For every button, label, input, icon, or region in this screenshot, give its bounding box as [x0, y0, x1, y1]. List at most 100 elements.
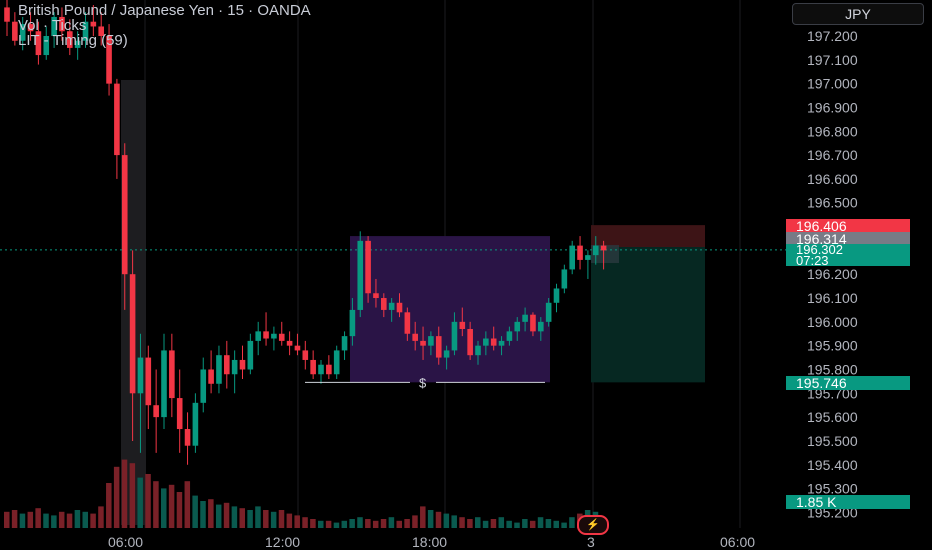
volume-bar: [223, 502, 230, 528]
candle: [184, 412, 191, 465]
candle: [278, 321, 285, 346]
price-tick-label: 196.200: [807, 266, 858, 282]
candle: [396, 293, 403, 318]
volume-bar: [153, 481, 159, 528]
volume-bar: [325, 520, 332, 528]
volume-bar: [498, 517, 505, 528]
candle: [176, 369, 183, 453]
candle: [200, 357, 207, 413]
volume-bar: [90, 513, 96, 528]
volume-bar: [192, 495, 198, 528]
candle: [192, 393, 199, 453]
volume-bar: [66, 513, 73, 528]
currency-button[interactable]: JPY: [792, 3, 924, 25]
candle: [169, 333, 175, 418]
time-label-0600-next: 06:00: [720, 534, 756, 550]
candle: [451, 312, 458, 356]
volume-bar: [176, 492, 183, 528]
volume-bar: [482, 520, 489, 528]
volume-bar: [286, 513, 293, 528]
candle: [545, 298, 552, 327]
volume-bar: [43, 513, 49, 528]
volume-bar: [435, 511, 442, 528]
price-tick-label: 196.000: [807, 314, 858, 330]
candle: [74, 31, 81, 60]
volume-bar: [545, 519, 552, 528]
volume-bar: [412, 515, 418, 528]
volume-bar: [451, 515, 457, 528]
candle: [435, 326, 442, 365]
candle: [231, 350, 238, 394]
volume-bar: [420, 506, 426, 528]
price-tick-label: 196.700: [807, 147, 858, 163]
candle: [271, 326, 277, 351]
volume-tag: 1.85 K: [786, 495, 910, 509]
candle: [4, 0, 10, 36]
volume-bar: [168, 484, 175, 528]
candle: [318, 359, 324, 384]
volume-legend[interactable]: Vol · Ticks: [18, 17, 87, 34]
candle: [467, 321, 473, 360]
candle: [577, 236, 583, 270]
volume-bar: [459, 517, 465, 528]
candle: [404, 307, 411, 341]
candle: [208, 350, 214, 394]
candle: [459, 307, 466, 337]
candle: [19, 16, 26, 51]
volume-bar: [161, 488, 167, 528]
candle: [561, 264, 568, 294]
candle: [373, 278, 379, 308]
volume-bar: [357, 517, 363, 528]
volume-bar: [490, 519, 497, 528]
candle: [137, 333, 144, 453]
price-tick-label: 196.600: [807, 171, 858, 187]
volume-bar: [506, 520, 512, 528]
volume-bar: [333, 522, 340, 528]
volume-bar: [278, 510, 285, 528]
volume-bar: [467, 519, 473, 528]
volume-bar: [106, 483, 112, 528]
volume-bar: [74, 510, 81, 528]
range-box[interactable]: [350, 236, 550, 383]
candle: [216, 345, 222, 394]
candle: [420, 326, 426, 360]
candle: [412, 321, 418, 351]
price-tick-label: 195.400: [807, 457, 858, 473]
volume-bar: [11, 510, 18, 528]
bar-countdown: 07:23: [796, 253, 829, 268]
volume-bar: [396, 520, 402, 528]
volume-bar: [529, 520, 536, 528]
price-tick-label: 196.500: [807, 195, 858, 211]
time-label-1200: 12:00: [265, 534, 301, 550]
volume-bar: [349, 519, 355, 528]
symbol-title[interactable]: British Pound / Japanese Yen · 15 · OAND…: [18, 2, 311, 19]
volume-bar: [310, 519, 316, 528]
indicator-legend[interactable]: LIT - Timing (59): [18, 32, 128, 49]
take-profit-zone[interactable]: [591, 247, 705, 383]
candle: [388, 298, 395, 322]
volume-bar: [247, 510, 253, 528]
price-tick-label: 197.100: [807, 52, 858, 68]
volume-bar: [255, 506, 261, 528]
volume-bar: [372, 520, 379, 528]
price-axis[interactable]: 197.200 197.100 197.000 196.900 196.800 196.7…: [807, 28, 858, 520]
volume-bar: [137, 477, 143, 528]
time-label-0600: 06:00: [108, 534, 144, 550]
volume-bar: [380, 519, 387, 528]
candle: [381, 293, 387, 318]
volume-bar: [121, 459, 128, 528]
candle: [27, 12, 34, 41]
candle: [129, 250, 136, 441]
candle: [585, 250, 591, 279]
volume-bar: [365, 519, 371, 528]
lightning-icon[interactable]: ⚡: [577, 515, 609, 535]
entry-price-tag: 196.314: [786, 232, 910, 246]
candle: [530, 312, 536, 337]
candle: [161, 333, 167, 430]
candle: [255, 321, 261, 356]
candle: [121, 143, 128, 310]
stop-loss-zone[interactable]: [591, 225, 705, 248]
candle: [51, 12, 57, 48]
chart-legend: British Pound / Japanese Yen · 15 · OAND…: [18, 3, 311, 48]
